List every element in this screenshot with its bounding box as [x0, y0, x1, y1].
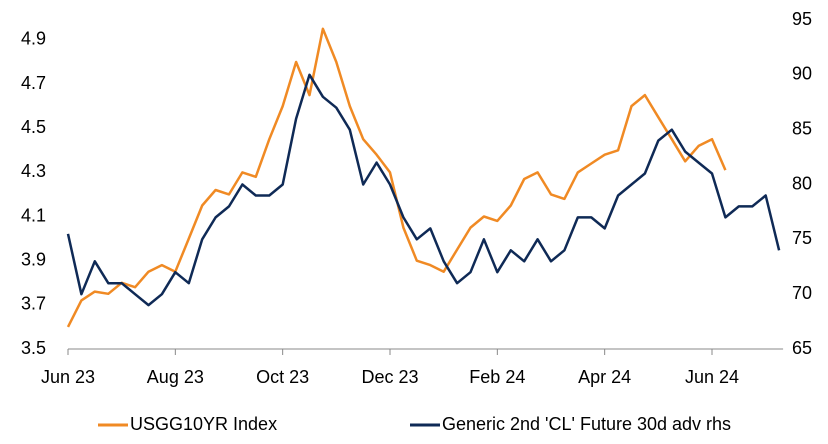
y-tick-label: 3.7: [21, 294, 46, 314]
series-line: [66, 73, 781, 307]
x-tick-label: Jun 24: [685, 367, 739, 387]
y-tick-label: 4.9: [21, 29, 46, 49]
y-tick-label: 4.7: [21, 73, 46, 93]
x-tick-label: Apr 24: [578, 367, 631, 387]
x-tick-label: Feb 24: [469, 367, 525, 387]
legend-label: USGG10YR Index: [130, 414, 277, 434]
y-tick-label: 4.3: [21, 161, 46, 181]
x-tick-label: Dec 23: [361, 367, 418, 387]
y-tick-label: 3.5: [21, 338, 46, 358]
y-tick-label: 3.9: [21, 249, 46, 269]
y2-tick-label: 95: [792, 9, 812, 29]
y2-tick-label: 90: [792, 64, 812, 84]
series-line: [66, 27, 727, 328]
y-tick-label: 4.5: [21, 117, 46, 137]
y2-tick-label: 70: [792, 283, 812, 303]
x-tick-label: Jun 23: [41, 367, 95, 387]
x-tick-label: Aug 23: [147, 367, 204, 387]
legend-label: Generic 2nd 'CL' Future 30d adv rhs: [442, 414, 731, 434]
y2-tick-label: 80: [792, 173, 812, 193]
y2-tick-label: 65: [792, 338, 812, 358]
y-tick-label: 4.1: [21, 205, 46, 225]
y2-tick-label: 75: [792, 228, 812, 248]
y2-tick-label: 85: [792, 118, 812, 138]
x-tick-label: Oct 23: [256, 367, 309, 387]
